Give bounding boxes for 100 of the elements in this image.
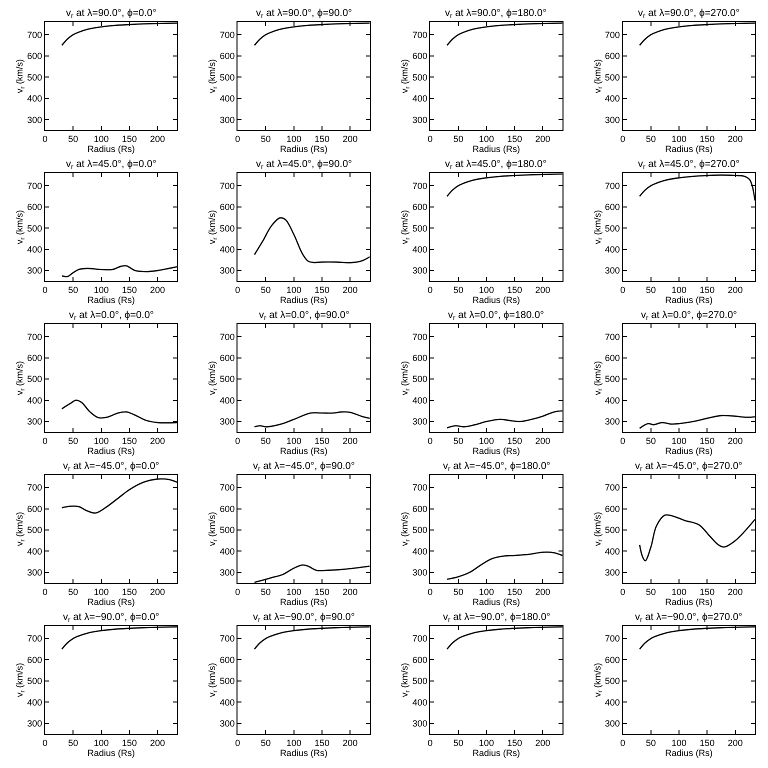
y-tick-label: 600 — [27, 504, 42, 514]
x-tick-label: 200 — [342, 738, 358, 748]
y-tick-label: 400 — [220, 546, 235, 556]
x-tick-label: 100 — [478, 284, 494, 295]
y-tick-label: 500 — [220, 525, 235, 536]
y-tick-label: 400 — [27, 94, 42, 104]
y-tick-label: 500 — [220, 374, 235, 384]
y-tick-label: 300 — [220, 114, 235, 125]
x-tick-label: 50 — [646, 586, 656, 597]
x-tick-label: 200 — [342, 134, 358, 144]
x-tick-label: 0 — [620, 738, 626, 748]
x-tick-label: 100 — [94, 284, 109, 295]
x-tick-label: 50 — [646, 738, 656, 748]
x-tick-label: 100 — [672, 436, 687, 446]
x-tick-label: 200 — [342, 284, 358, 295]
x-axis-title: Radius (Rs) — [280, 144, 328, 154]
x-tick-label: 150 — [507, 134, 522, 144]
y-tick-label: 500 — [604, 525, 620, 536]
y-tick-label: 400 — [604, 546, 620, 556]
y-tick-label: 600 — [604, 51, 620, 62]
chart-title: v$_{r}$ at λ=45.0°, ϕ=90.0° — [256, 159, 352, 172]
x-tick-label: 50 — [68, 738, 78, 748]
y-tick-label: 400 — [220, 395, 235, 406]
x-tick-label: 150 — [700, 586, 715, 597]
x-tick-label: 100 — [94, 436, 109, 446]
chart-title: v$_{r}$ at λ=−90.0°, ϕ=180.0° — [443, 612, 550, 624]
x-tick-label: 0 — [235, 436, 240, 446]
y-tick-label: 600 — [27, 51, 42, 62]
x-tick-label: 0 — [235, 586, 240, 597]
x-tick-label: 150 — [314, 436, 330, 446]
y-tick-label: 600 — [412, 504, 428, 514]
x-tick-label: 100 — [94, 738, 109, 748]
y-tick-label: 500 — [220, 223, 235, 234]
x-tick-label: 150 — [314, 134, 330, 144]
x-tick-label: 200 — [728, 586, 743, 597]
x-tick-label: 50 — [453, 436, 464, 446]
x-tick-label: 200 — [150, 284, 166, 295]
chart-title: v$_{r}$ at λ=45.0°, ϕ=180.0° — [445, 159, 547, 172]
chart-title: v$_{r}$ at λ=0.0°, ϕ=180.0° — [448, 310, 544, 322]
x-axis-title: Radius (Rs) — [665, 294, 713, 305]
y-tick-label: 500 — [604, 72, 620, 82]
x-tick-label: 50 — [646, 134, 656, 144]
x-tick-label: 150 — [122, 738, 137, 748]
y-tick-label: 500 — [412, 223, 428, 234]
y-tick-label: 400 — [27, 546, 42, 556]
x-tick-label: 50 — [260, 284, 271, 295]
chart-title: v$_{r}$ at λ=90.0°, ϕ=270.0° — [638, 8, 740, 20]
y-tick-label: 700 — [412, 634, 428, 644]
x-tick-label: 50 — [453, 586, 464, 597]
x-tick-label: 150 — [507, 284, 522, 295]
y-tick-label: 600 — [412, 202, 428, 212]
x-tick-label: 50 — [260, 134, 271, 144]
x-axis-title: Radius (Rs) — [665, 144, 713, 154]
y-tick-label: 300 — [604, 416, 620, 427]
x-axis-title: Radius (Rs) — [87, 144, 135, 154]
x-tick-label: 150 — [314, 738, 330, 748]
y-tick-label: 600 — [412, 51, 428, 62]
x-tick-label: 100 — [672, 284, 687, 295]
x-tick-label: 50 — [68, 586, 78, 597]
x-tick-label: 0 — [42, 134, 48, 144]
y-tick-label: 700 — [412, 482, 428, 493]
y-tick-label: 300 — [604, 718, 620, 729]
y-tick-label: 700 — [412, 30, 428, 40]
y-tick-label: 700 — [412, 332, 428, 342]
y-tick-label: 500 — [27, 223, 42, 234]
y-tick-label: 400 — [604, 395, 620, 406]
y-tick-label: 400 — [604, 697, 620, 708]
x-tick-label: 150 — [122, 134, 137, 144]
y-tick-label: 600 — [412, 654, 428, 665]
y-tick-label: 400 — [27, 244, 42, 254]
y-tick-label: 500 — [412, 676, 428, 686]
x-tick-label: 100 — [478, 586, 494, 597]
x-tick-label: 0 — [42, 738, 48, 748]
x-tick-label: 50 — [260, 436, 271, 446]
x-tick-label: 100 — [478, 738, 494, 748]
x-axis-title: Radius (Rs) — [472, 596, 520, 607]
y-tick-label: 700 — [27, 482, 42, 493]
y-tick-label: 300 — [220, 568, 235, 578]
y-tick-label: 400 — [412, 546, 428, 556]
x-axis-title: Radius (Rs) — [87, 748, 135, 758]
x-tick-label: 50 — [453, 738, 464, 748]
chart-title: v$_{r}$ at λ=−90.0°, ϕ=270.0° — [635, 612, 742, 624]
x-tick-label: 150 — [314, 586, 330, 597]
y-tick-label: 300 — [604, 114, 620, 125]
y-tick-label: 600 — [604, 654, 620, 665]
x-tick-label: 0 — [42, 436, 48, 446]
x-tick-label: 150 — [700, 436, 715, 446]
y-tick-label: 500 — [220, 72, 235, 82]
x-tick-label: 50 — [260, 738, 271, 748]
x-tick-label: 150 — [700, 134, 715, 144]
y-tick-label: 400 — [604, 244, 620, 254]
x-axis-title: Radius (Rs) — [665, 596, 713, 607]
chart-title: v$_{r}$ at λ=90.0°, ϕ=180.0° — [445, 8, 547, 20]
y-tick-label: 400 — [220, 244, 235, 254]
x-tick-label: 0 — [428, 586, 433, 597]
x-tick-label: 200 — [535, 134, 550, 144]
y-tick-label: 600 — [220, 51, 235, 62]
y-tick-label: 500 — [412, 72, 428, 82]
x-tick-label: 150 — [507, 738, 522, 748]
y-tick-label: 300 — [412, 114, 428, 125]
